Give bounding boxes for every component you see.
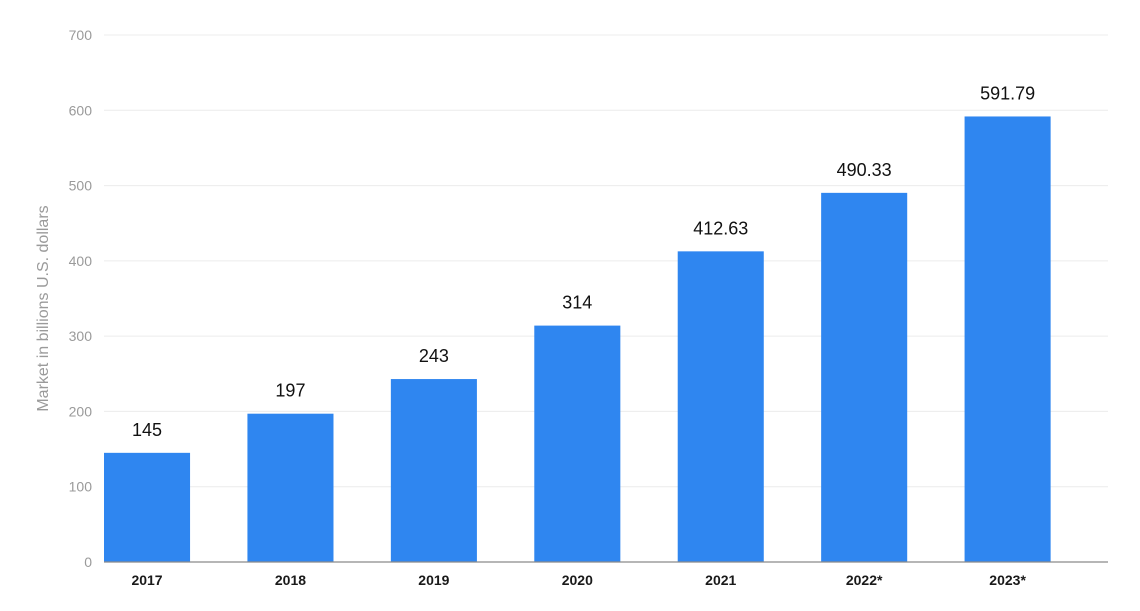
bar xyxy=(390,379,477,562)
data-label: 145 xyxy=(132,420,162,440)
bar xyxy=(534,325,621,562)
x-tick-label: 2019 xyxy=(418,572,449,588)
y-axis-ticks: 0 100 200 300 400 500 600 700 xyxy=(69,27,93,570)
y-tick-label: 500 xyxy=(69,178,93,194)
y-tick-label: 200 xyxy=(69,403,93,419)
y-tick-label: 0 xyxy=(84,554,92,570)
data-label: 197 xyxy=(275,381,305,401)
y-tick-label: 400 xyxy=(69,253,93,269)
bar xyxy=(677,251,764,562)
bar xyxy=(821,192,908,562)
x-tick-label: 2018 xyxy=(275,572,306,588)
y-tick-label: 700 xyxy=(69,27,93,43)
bar xyxy=(247,413,334,562)
data-labels: 145 197 243 314 412.63 490.33 591.79 xyxy=(132,83,1035,439)
x-tick-label: 2021 xyxy=(705,572,736,588)
data-label: 243 xyxy=(419,346,449,366)
data-label: 490.33 xyxy=(837,160,892,180)
data-label: 412.63 xyxy=(693,218,748,238)
x-axis-ticks: 2017 2018 2019 2020 2021 2022* 2023* xyxy=(131,572,1026,588)
x-tick-label: 2023* xyxy=(989,572,1026,588)
x-tick-label: 2022* xyxy=(846,572,883,588)
data-label: 314 xyxy=(562,293,592,313)
bars xyxy=(104,116,1051,562)
bar xyxy=(104,452,191,562)
y-axis-title: Market in billions U.S. dollars xyxy=(35,205,52,411)
x-tick-label: 2020 xyxy=(562,572,593,588)
y-tick-label: 100 xyxy=(69,479,93,495)
y-tick-label: 600 xyxy=(69,102,93,118)
data-label: 591.79 xyxy=(980,83,1035,103)
x-tick-label: 2017 xyxy=(131,572,162,588)
bar xyxy=(964,116,1051,562)
y-tick-label: 300 xyxy=(69,328,93,344)
